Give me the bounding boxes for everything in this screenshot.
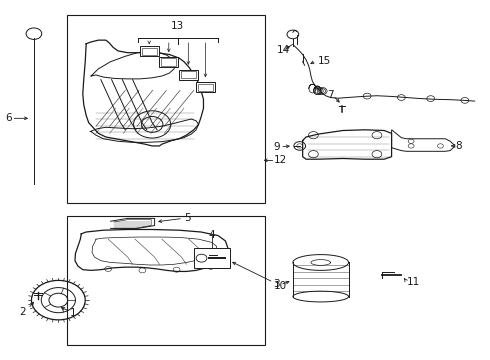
Bar [194, 248, 230, 268]
Text: 13: 13 [171, 21, 184, 31]
Bar [161, 58, 176, 66]
Text: 15: 15 [318, 56, 331, 66]
Text: 1: 1 [70, 308, 77, 318]
Bar [198, 84, 213, 91]
Bar [140, 46, 159, 56]
Text: 5: 5 [184, 213, 191, 223]
Text: 12: 12 [273, 155, 287, 165]
Bar [67, 15, 265, 203]
Bar [196, 82, 215, 92]
Text: 4: 4 [208, 230, 215, 239]
Text: 14: 14 [277, 45, 290, 55]
Text: 6: 6 [5, 113, 12, 123]
Text: 11: 11 [407, 277, 420, 287]
Bar [67, 216, 265, 345]
Text: 3: 3 [273, 279, 280, 289]
Text: 9: 9 [273, 142, 280, 152]
Bar [142, 48, 157, 55]
Text: 2: 2 [19, 307, 26, 316]
Bar [159, 57, 178, 67]
Bar [179, 69, 197, 80]
Text: 10: 10 [273, 281, 287, 291]
Bar [181, 71, 196, 78]
Text: 7: 7 [327, 90, 334, 100]
Text: 8: 8 [455, 141, 462, 151]
